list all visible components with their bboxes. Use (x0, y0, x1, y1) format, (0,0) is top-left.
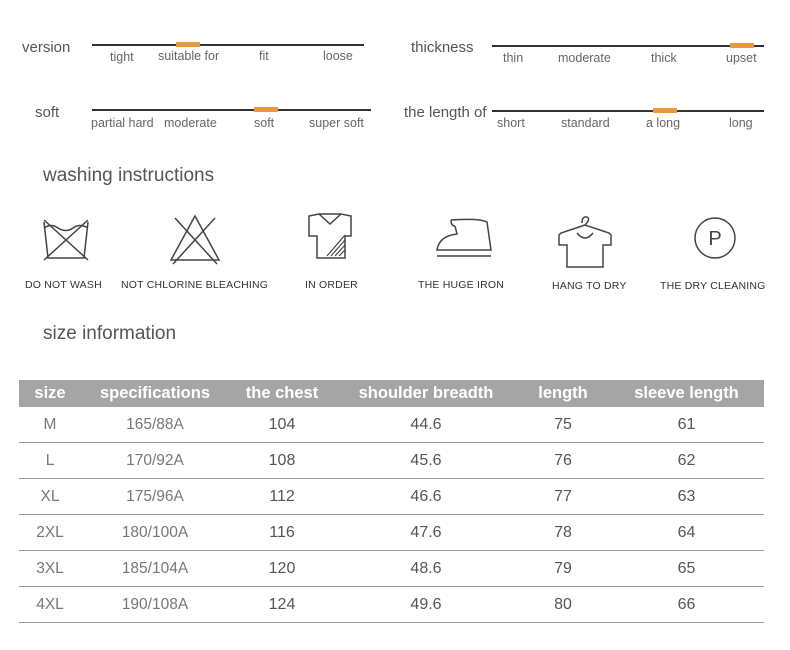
wash-caption: IN ORDER (305, 279, 358, 291)
scale-label: soft (35, 104, 60, 121)
chest-cell: 120 (229, 550, 335, 587)
wash-caption: DO NOT WASH (25, 279, 102, 291)
scale-option: long (729, 116, 753, 130)
scale-option: thick (651, 51, 677, 65)
dry-cleaning-icon: P (690, 215, 740, 261)
sleeve-cell: 64 (609, 514, 764, 551)
table-row: M 165/88A 104 44.6 75 61 (19, 407, 764, 443)
shoulder-cell: 47.6 (335, 514, 517, 551)
wash-caption: NOT CHLORINE BLEACHING (121, 279, 269, 291)
scale-line (492, 110, 764, 112)
size-cell: 3XL (19, 550, 81, 587)
scale-option: suitable for (158, 49, 220, 63)
chest-cell: 124 (229, 586, 335, 623)
scale-selected-marker (176, 42, 200, 47)
washing-instructions-title: washing instructions (43, 165, 215, 186)
chest-cell: 112 (229, 478, 335, 515)
size-cell: XL (19, 478, 81, 515)
scale-line (492, 45, 764, 47)
size-table: size specifications the chest shoulder b… (19, 380, 764, 623)
specification-cell: 165/88A (81, 407, 229, 443)
length-cell: 78 (517, 514, 609, 551)
scale-option: fit (259, 49, 269, 63)
scale-option: moderate (558, 51, 611, 65)
scale-option: tight (110, 50, 134, 64)
chest-cell: 116 (229, 514, 335, 551)
column-header: length (517, 380, 609, 407)
size-cell: M (19, 407, 81, 443)
scale-option: loose (323, 49, 353, 63)
shoulder-cell: 44.6 (335, 407, 517, 443)
scale-label: thickness (411, 39, 474, 56)
shoulder-cell: 46.6 (335, 478, 517, 515)
scale-option: short (497, 116, 525, 130)
table-row: 2XL 180/100A 116 47.6 78 64 (19, 514, 764, 551)
iron-icon (430, 212, 496, 260)
wash-caption: THE HUGE IRON (418, 279, 505, 291)
dry-cleaning-symbol: P (708, 228, 721, 250)
chest-cell: 108 (229, 442, 335, 479)
sleeve-cell: 61 (609, 407, 764, 443)
scale-selected-marker (254, 107, 278, 112)
scale-option: thin (503, 51, 524, 65)
sleeve-cell: 63 (609, 478, 764, 515)
sleeve-cell: 66 (609, 586, 764, 623)
scale-option: super soft (309, 116, 364, 130)
specification-cell: 170/92A (81, 442, 229, 479)
scale-option: partial hard (91, 116, 154, 130)
scale-label: the length of (404, 104, 487, 121)
size-cell: 2XL (19, 514, 81, 551)
length-cell: 75 (517, 407, 609, 443)
column-header: specifications (81, 380, 229, 407)
specification-cell: 190/108A (81, 586, 229, 623)
table-row: L 170/92A 108 45.6 76 62 (19, 442, 764, 479)
length-cell: 79 (517, 550, 609, 587)
column-header: sleeve length (609, 380, 764, 407)
scale-option: moderate (164, 116, 217, 130)
table-row: XL 175/96A 112 46.6 77 63 (19, 478, 764, 515)
scale-label: version (22, 39, 71, 56)
sleeve-cell: 62 (609, 442, 764, 479)
size-cell: 4XL (19, 586, 81, 623)
specification-cell: 175/96A (81, 478, 229, 515)
sleeve-cell: 65 (609, 550, 764, 587)
column-header: size (19, 380, 81, 407)
specification-cell: 185/104A (81, 550, 229, 587)
length-cell: 76 (517, 442, 609, 479)
scale-option: standard (561, 116, 610, 130)
length-cell: 80 (517, 586, 609, 623)
scale-line (92, 109, 371, 111)
scale-line (92, 44, 364, 46)
chest-cell: 104 (229, 407, 335, 443)
scale-selected-marker (653, 108, 677, 113)
shoulder-cell: 49.6 (335, 586, 517, 623)
wash-caption: THE DRY CLEANING (660, 280, 766, 292)
column-header: the chest (229, 380, 335, 407)
scale-option: soft (254, 116, 275, 130)
in-order-shirt-icon (302, 210, 358, 262)
scale-selected-marker (730, 43, 754, 48)
no-chlorine-bleach-icon (165, 210, 225, 266)
size-table-header: size specifications the chest shoulder b… (19, 380, 764, 407)
hang-to-dry-icon (555, 213, 615, 271)
size-information-title: size information (43, 323, 177, 344)
length-cell: 77 (517, 478, 609, 515)
column-header: shoulder breadth (335, 380, 517, 407)
wash-caption: HANG TO DRY (552, 280, 627, 292)
do-not-wash-icon (36, 212, 96, 264)
scale-option: upset (726, 51, 757, 65)
shoulder-cell: 45.6 (335, 442, 517, 479)
table-row: 4XL 190/108A 124 49.6 80 66 (19, 586, 764, 623)
size-cell: L (19, 442, 81, 479)
table-row: 3XL 185/104A 120 48.6 79 65 (19, 550, 764, 587)
scale-option: a long (646, 116, 681, 130)
specification-cell: 180/100A (81, 514, 229, 551)
shoulder-cell: 48.6 (335, 550, 517, 587)
